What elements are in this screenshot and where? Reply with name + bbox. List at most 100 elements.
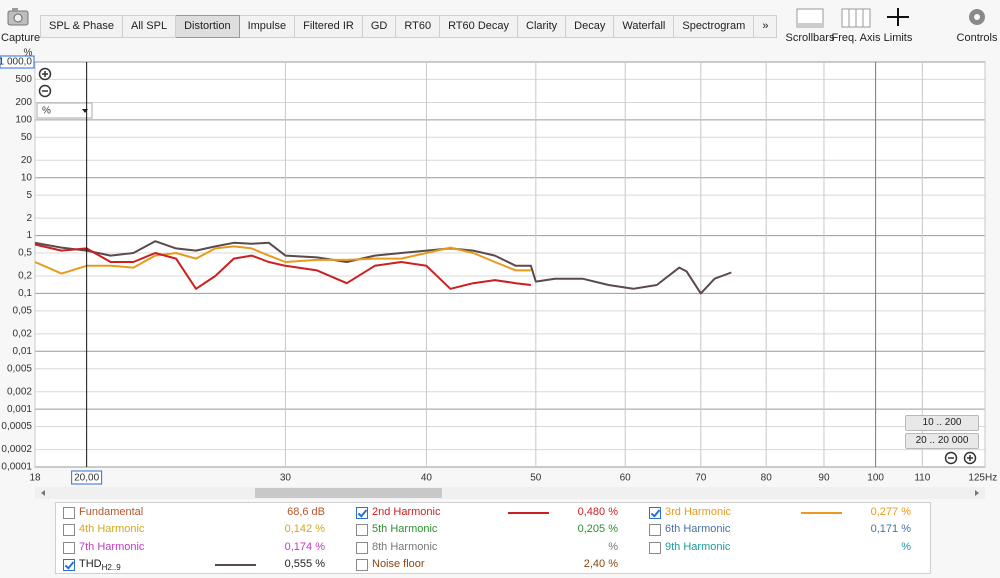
tab[interactable]: Decay [566, 15, 615, 38]
legend-panel: Fundamental 68,6 dB 2nd Harmonic 0,480 % 3rd… [55, 502, 931, 574]
toolbar-button-label[interactable]: Controls [956, 32, 998, 44]
legend-swatch [508, 512, 549, 514]
freq-axis-icon[interactable] [841, 8, 871, 28]
legend-item: 5th Harmonic 0,205 % [356, 521, 618, 538]
x-tick-label: 60 [620, 473, 632, 484]
tab[interactable]: SPL & Phase [40, 15, 124, 38]
tab[interactable]: GD [362, 15, 397, 38]
checkbox[interactable] [649, 524, 661, 537]
limits-icon[interactable] [887, 8, 909, 26]
scrollbars-icon[interactable] [796, 8, 824, 28]
y-tick-label: 0,05 [13, 305, 33, 316]
y-tick-label: 0,0002 [1, 444, 32, 455]
capture-icon[interactable] [7, 8, 29, 26]
zoom-in-icon[interactable] [38, 67, 52, 81]
cursor-box [71, 470, 103, 485]
legend-value: % [901, 540, 911, 553]
y-tick-label: 0,005 [7, 363, 32, 374]
legend-name: 7th Harmonic [79, 540, 145, 553]
legend-name: 2nd Harmonic [372, 506, 441, 518]
legend-name: 6th Harmonic [665, 523, 731, 536]
zoom-in-icon[interactable] [963, 451, 977, 465]
legend-swatch [215, 563, 256, 566]
tab[interactable]: RT60 Decay [440, 15, 518, 38]
x-unit: Hz [985, 473, 997, 484]
legend-item: 9th Harmonic% [649, 539, 911, 556]
x-tick-label: 30 [280, 473, 292, 484]
scroll-left[interactable] [41, 490, 45, 496]
legend-value: 0,205 % [577, 523, 618, 536]
legend-item: 8th Harmonic% [356, 539, 618, 556]
unit-dropdown[interactable] [36, 102, 93, 119]
checkbox[interactable] [356, 541, 368, 554]
y-unit: % [24, 48, 33, 59]
limit-box [0, 55, 35, 69]
y-tick-label: 0,1 [18, 288, 32, 299]
legend-item: 6th Harmonic 0,171 % [649, 521, 911, 538]
legend-value: 0,555 % [284, 557, 325, 570]
toolbar-button-label[interactable]: Limits [883, 32, 913, 44]
y-tick-label: 0,001 [7, 404, 32, 415]
legend-value: % [608, 540, 618, 553]
tab[interactable]: Filtered IR [295, 15, 363, 38]
legend-name: 3rd Harmonic [665, 506, 732, 518]
tab[interactable]: Waterfall [614, 15, 675, 38]
y-tick-label: 0,0001 [1, 462, 32, 473]
toolbar-button-label[interactable]: Freq. Axis [831, 32, 881, 44]
series-line [34, 245, 531, 275]
legend-name: 8th Harmonic [372, 540, 438, 553]
range-button[interactable]: 10 .. 200 [905, 415, 979, 431]
y-tick-label: 0,002 [7, 386, 32, 397]
checkbox[interactable] [649, 541, 661, 554]
checkbox[interactable] [63, 507, 75, 519]
controls-icon[interactable] [969, 9, 985, 25]
scroll-right[interactable] [975, 490, 979, 496]
checkbox[interactable] [63, 524, 75, 537]
x-tick-label: 125 [968, 473, 985, 484]
range-button[interactable]: 20 .. 20 000 [905, 433, 979, 449]
x-tick-label: 50 [530, 473, 542, 484]
zoom-out-icon[interactable] [944, 451, 958, 465]
capture-label[interactable]: Capture [1, 32, 41, 44]
tab[interactable]: RT60 [396, 15, 441, 38]
toolbar-button-label[interactable]: Scrollbars [785, 32, 835, 44]
y-tick-label: 1 000,0 [0, 57, 32, 68]
zoom-out-icon[interactable] [38, 84, 52, 98]
cursor-label: 20,00 [74, 473, 99, 484]
tab[interactable]: All SPL [123, 15, 177, 38]
checkbox[interactable] [356, 524, 368, 537]
y-tick-label: 2 [26, 213, 32, 224]
legend-name: 4th Harmonic [79, 523, 145, 536]
checkbox[interactable] [649, 507, 661, 519]
unit-selector[interactable]: % [42, 106, 51, 117]
legend-name: Fundamental [79, 506, 144, 518]
checkbox[interactable] [63, 558, 75, 571]
checkbox[interactable] [356, 507, 368, 519]
y-tick-label: 200 [15, 97, 32, 108]
x-tick-label: 80 [761, 473, 773, 484]
tab[interactable]: Spectrogram [674, 15, 755, 38]
y-tick-label: 0,5 [18, 248, 32, 259]
legend-item: Noise floor 2,40 % [356, 556, 618, 573]
legend-value: 0,277 % [870, 506, 911, 518]
y-tick-label: 5 [26, 190, 32, 201]
tab[interactable]: » [754, 15, 778, 38]
scrollbar-thumb[interactable] [255, 488, 442, 498]
checkbox[interactable] [356, 558, 368, 571]
tab[interactable]: Clarity [518, 15, 567, 38]
x-tick-label: 40 [421, 473, 433, 484]
tab[interactable]: Impulse [239, 15, 296, 38]
y-tick-label: 0,01 [13, 346, 33, 357]
y-tick-label: 0,0005 [1, 421, 32, 432]
checkbox[interactable] [63, 541, 75, 554]
x-tick-label: 70 [695, 473, 707, 484]
legend-item: 2nd Harmonic 0,480 % [356, 504, 618, 521]
legend-name: Noise floor [372, 557, 425, 570]
legend-value: 0,480 % [577, 506, 618, 518]
legend-subscript: H2..9 [101, 563, 121, 573]
tab[interactable]: Distortion [176, 15, 240, 38]
legend-value: 2,40 % [583, 557, 618, 570]
legend-name: THDH2..9 [79, 557, 121, 573]
